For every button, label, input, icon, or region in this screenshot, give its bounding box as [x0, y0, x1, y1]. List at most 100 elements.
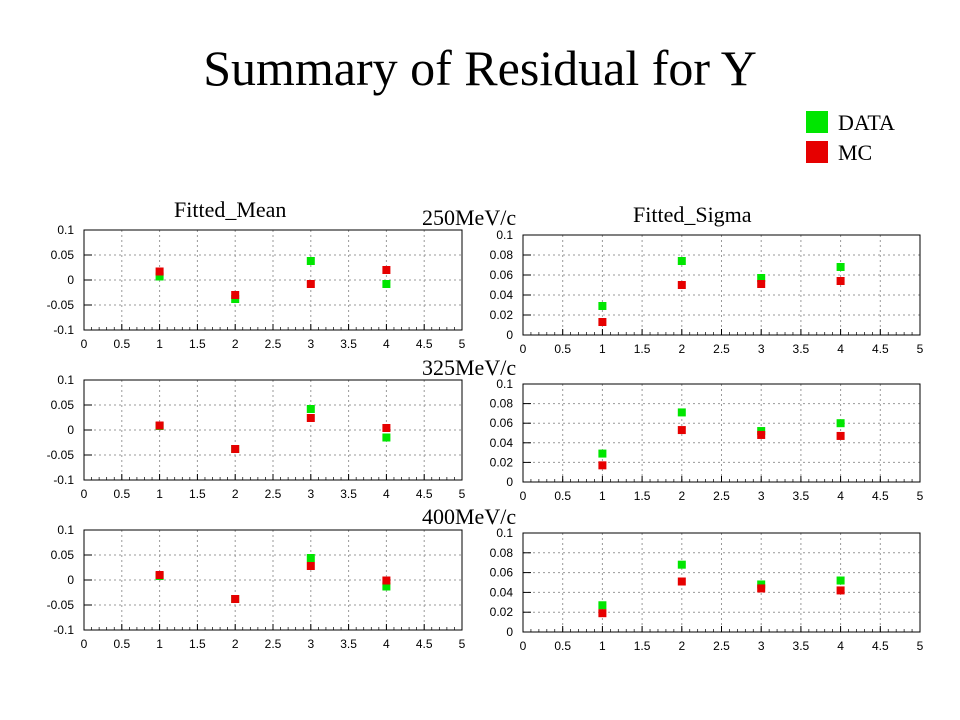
plot-frame [522, 383, 921, 483]
point-mc [598, 609, 607, 618]
legend-label-mc: MC [838, 140, 873, 165]
x-tick-label: 2.5 [713, 639, 730, 653]
y-tick-label: 0 [67, 423, 74, 437]
point-data [382, 433, 391, 442]
y-tick-label: 0 [506, 475, 513, 489]
x-tick-label: 5 [917, 489, 924, 503]
x-tick-label: 2.5 [265, 337, 282, 351]
y-tick-label: 0.1 [496, 377, 513, 391]
y-tick-label: 0.05 [51, 548, 75, 562]
chart-5: 0 0.5 1 1.5 2 2.5 3 3.5 4 4.5 5 0.1 0.08 0.06 0.04 0.02… [490, 526, 924, 653]
y-tick-label: 0.1 [496, 526, 513, 540]
chart-3: 0 0.5 1 1.5 2 2.5 3 3.5 4 4.5 5 0.1 0.08 0.06 0.04 0.02… [490, 377, 924, 503]
x-tick-label: 4 [837, 342, 844, 356]
x-tick-label: 4.5 [872, 639, 889, 653]
x-tick-label: 2 [678, 639, 685, 653]
y-tick-label: 0.1 [496, 228, 513, 242]
x-tick-label: 1 [599, 639, 606, 653]
point-mc [757, 280, 766, 288]
x-tick-label: 3.5 [793, 342, 810, 356]
chart-2: 0 0.5 1 1.5 2 2.5 3 3.5 4 4.5 5 0.1 0.05 0 -0.05 -0.1 [47, 373, 466, 501]
x-tick-label: 2 [678, 342, 685, 356]
point-mc [598, 318, 607, 326]
plot-frame [522, 532, 921, 633]
y-tick-label: 0.06 [490, 416, 514, 430]
x-tick-label: 2.5 [265, 637, 282, 651]
point-mc [382, 576, 391, 585]
point-data [836, 576, 845, 585]
x-tick-label: 3.5 [340, 337, 357, 351]
point-mc [677, 281, 686, 289]
point-mc [155, 267, 164, 276]
x-tick-label: 3.5 [793, 489, 810, 503]
point-mc [836, 431, 845, 440]
point-data [306, 257, 315, 265]
point-mc [677, 577, 686, 586]
point-mc [598, 461, 607, 470]
x-tick-label: 2.5 [713, 342, 730, 356]
x-tick-label: 0.5 [554, 342, 571, 356]
y-tick-label: 0.05 [51, 248, 75, 262]
x-tick-label: 0 [81, 337, 88, 351]
y-tick-label: 0 [67, 573, 74, 587]
x-tick-label: 3 [758, 489, 765, 503]
x-tick-label: 1.5 [189, 487, 206, 501]
point-data [836, 263, 845, 271]
point-mc [155, 571, 164, 579]
y-tick-label: 0.04 [490, 436, 514, 450]
point-mc [306, 414, 315, 422]
point-data [677, 257, 686, 265]
x-tick-label: 0 [520, 489, 527, 503]
x-tick-label: 4.5 [416, 637, 433, 651]
x-tick-label: 0.5 [554, 639, 571, 653]
x-tick-label: 2 [232, 487, 239, 501]
x-tick-label: 3 [758, 342, 765, 356]
momentum-label-325: 325MeV/c [422, 355, 517, 380]
x-tick-label: 0 [520, 342, 527, 356]
y-tick-label: 0.08 [490, 546, 514, 560]
y-tick-label: 0.04 [490, 288, 514, 302]
x-tick-label: 2.5 [713, 489, 730, 503]
x-tick-label: 3.5 [793, 639, 810, 653]
y-tick-label: 0 [67, 273, 74, 287]
x-tick-label: 2 [232, 337, 239, 351]
point-data [598, 601, 607, 610]
point-mc [231, 291, 240, 299]
point-mc [836, 586, 845, 595]
point-data [306, 405, 315, 413]
x-tick-label: 1 [156, 337, 163, 351]
x-tick-label: 3 [307, 337, 314, 351]
y-tick-label: -0.1 [53, 473, 74, 487]
y-tick-label: 0.1 [57, 373, 74, 387]
x-tick-label: 1 [599, 342, 606, 356]
x-tick-label: 4.5 [416, 487, 433, 501]
x-tick-label: 4.5 [872, 342, 889, 356]
x-tick-label: 5 [917, 639, 924, 653]
y-tick-label: 0.08 [490, 248, 514, 262]
x-tick-label: 4.5 [416, 337, 433, 351]
x-tick-label: 1.5 [634, 342, 651, 356]
point-mc [757, 430, 766, 439]
y-tick-label: 0.1 [57, 523, 74, 537]
x-tick-label: 1.5 [189, 337, 206, 351]
x-tick-label: 1.5 [634, 489, 651, 503]
x-tick-label: 4 [837, 639, 844, 653]
point-data [382, 582, 391, 591]
point-data [155, 272, 164, 281]
x-tick-label: 2 [232, 637, 239, 651]
x-tick-label: 0.5 [113, 637, 130, 651]
x-tick-label: 5 [459, 637, 466, 651]
legend-label-data: DATA [838, 110, 895, 135]
y-tick-label: 0 [506, 328, 513, 342]
x-tick-label: 1.5 [189, 637, 206, 651]
x-tick-label: 5 [459, 487, 466, 501]
momentum-label-400: 400MeV/c [422, 504, 517, 529]
x-tick-label: 5 [459, 337, 466, 351]
x-tick-label: 4 [383, 487, 390, 501]
chart-4: 0 0.5 1 1.5 2 2.5 3 3.5 4 4.5 5 0.1 0.05 0 -0.05 -0.1 [47, 523, 466, 651]
x-tick-label: 2 [678, 489, 685, 503]
legend-swatch-data [806, 111, 828, 133]
point-data [757, 274, 766, 282]
column-title-mean: Fitted_Mean [174, 197, 287, 222]
